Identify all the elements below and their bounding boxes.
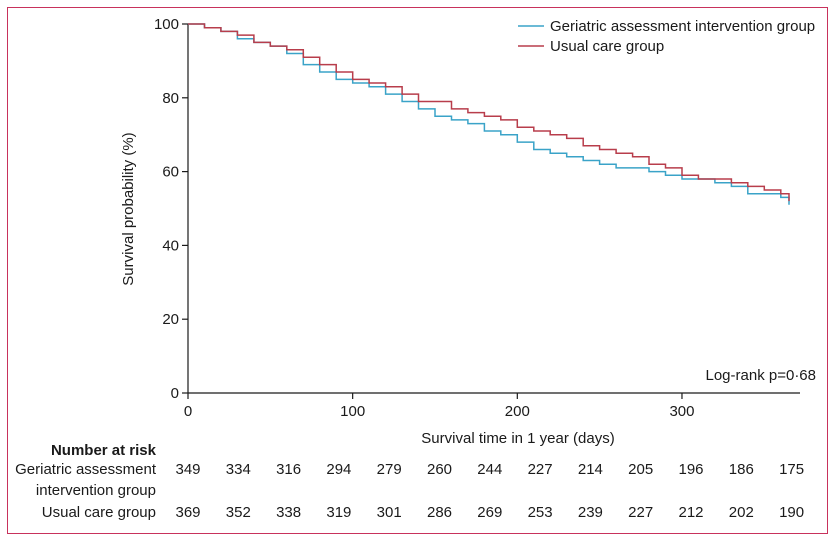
y-tick-label: 0 xyxy=(171,385,179,402)
series-line-intervention xyxy=(188,23,790,205)
risk-count: 269 xyxy=(477,504,502,521)
legend: Geriatric assessment intervention group … xyxy=(518,18,815,55)
risk-row-label-usual-care: Usual care group xyxy=(42,504,156,521)
risk-count: 338 xyxy=(276,504,301,521)
y-tick-label: 80 xyxy=(162,90,179,107)
risk-row-label-intervention-line1: Geriatric assessment xyxy=(15,461,157,478)
x-tick-label: 0 xyxy=(184,403,192,420)
risk-count: 301 xyxy=(377,504,402,521)
risk-count: 175 xyxy=(779,461,804,478)
risk-count: 352 xyxy=(226,504,251,521)
y-axis-label: Survival probability (%) xyxy=(120,132,137,285)
y-tick-label: 40 xyxy=(162,237,179,254)
risk-count: 205 xyxy=(628,461,653,478)
x-ticks: 0 100 200 300 xyxy=(184,393,694,420)
risk-count: 190 xyxy=(779,504,804,521)
risk-table-heading: Number at risk xyxy=(51,442,157,459)
y-ticks: 0 20 40 60 80 100 xyxy=(154,16,188,402)
figure-frame xyxy=(7,7,828,534)
y-tick-label: 60 xyxy=(162,164,179,181)
legend-label-usual-care: Usual care group xyxy=(550,38,664,55)
x-tick-label: 300 xyxy=(669,403,694,420)
y-tick-label: 100 xyxy=(154,16,179,33)
risk-count: 260 xyxy=(427,461,452,478)
risk-count: 279 xyxy=(377,461,402,478)
risk-row-label-intervention-line2: intervention group xyxy=(36,482,156,499)
risk-count: 239 xyxy=(578,504,603,521)
risk-count: 244 xyxy=(477,461,502,478)
x-tick-label: 100 xyxy=(340,403,365,420)
risk-count: 214 xyxy=(578,461,603,478)
risk-count: 253 xyxy=(528,504,553,521)
risk-count: 319 xyxy=(326,504,351,521)
risk-values: 349 334 316 294 279 260 244 227 214 205 196 186 175 3… xyxy=(175,461,804,521)
risk-count: 294 xyxy=(326,461,351,478)
risk-count: 349 xyxy=(175,461,200,478)
y-tick-label: 20 xyxy=(162,311,179,328)
risk-count: 286 xyxy=(427,504,452,521)
series-line-usual-care xyxy=(188,23,790,202)
risk-count: 334 xyxy=(226,461,251,478)
risk-count: 369 xyxy=(175,504,200,521)
risk-count: 202 xyxy=(729,504,754,521)
risk-count: 212 xyxy=(678,504,703,521)
risk-count: 186 xyxy=(729,461,754,478)
log-rank-annotation: Log-rank p=0·68 xyxy=(706,367,817,384)
risk-table: Number at risk Geriatric assessment inte… xyxy=(15,442,804,521)
x-tick-label: 200 xyxy=(505,403,530,420)
risk-count: 227 xyxy=(628,504,653,521)
risk-count: 316 xyxy=(276,461,301,478)
x-axis-label: Survival time in 1 year (days) xyxy=(421,430,614,447)
risk-count: 196 xyxy=(678,461,703,478)
risk-count: 227 xyxy=(528,461,553,478)
series-lines xyxy=(188,23,790,205)
legend-label-intervention: Geriatric assessment intervention group xyxy=(550,18,815,35)
